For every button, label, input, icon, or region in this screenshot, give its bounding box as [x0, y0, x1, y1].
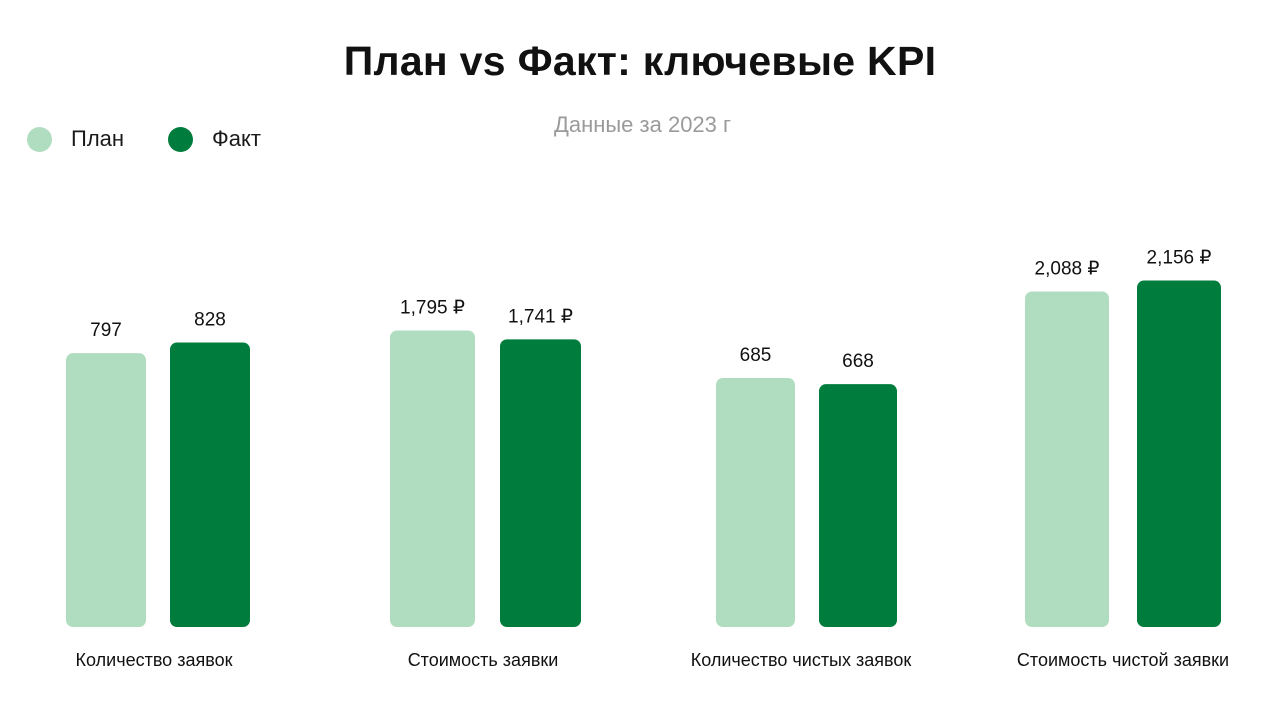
value-label-plan-1: 797	[90, 320, 122, 341]
value-label-fact-3: 668	[842, 351, 874, 372]
category-label-4: Стоимость чистой заявки	[1017, 650, 1229, 670]
bar-plan-2	[390, 330, 475, 627]
value-label-fact-4: 2,156 ₽	[1147, 248, 1212, 269]
bar-fact-2	[500, 339, 581, 627]
bar-plan-1	[66, 353, 146, 627]
value-label-plan-2: 1,795 ₽	[400, 297, 465, 318]
bar-plan-3	[716, 378, 795, 627]
legend-item-fact: Факт	[168, 126, 261, 152]
legend-label-fact: Факт	[212, 126, 261, 151]
bar-plan-4	[1025, 291, 1109, 627]
category-label-1: Количество заявок	[76, 650, 233, 670]
category-label-3: Количество чистых заявок	[691, 650, 912, 670]
legend-label-plan: План	[71, 126, 125, 151]
bar-fact-4	[1137, 280, 1221, 627]
chart-subtitle: Данные за 2023 г	[553, 112, 732, 137]
legend: План Факт	[27, 126, 305, 152]
legend-swatch-fact	[168, 126, 194, 152]
legend-swatch-plan	[27, 126, 52, 152]
legend-item-plan: План	[27, 126, 124, 152]
value-label-plan-3: 685	[740, 345, 772, 366]
value-label-plan-4: 2,088 ₽	[1035, 258, 1100, 279]
chart-title: План vs Факт: ключевые KPI	[343, 38, 937, 84]
bar-fact-1	[170, 342, 250, 627]
bar-fact-3	[819, 384, 897, 627]
value-label-fact-1: 828	[194, 309, 226, 330]
category-label-2: Стоимость заявки	[408, 650, 559, 670]
value-label-fact-2: 1,741 ₽	[508, 306, 573, 327]
